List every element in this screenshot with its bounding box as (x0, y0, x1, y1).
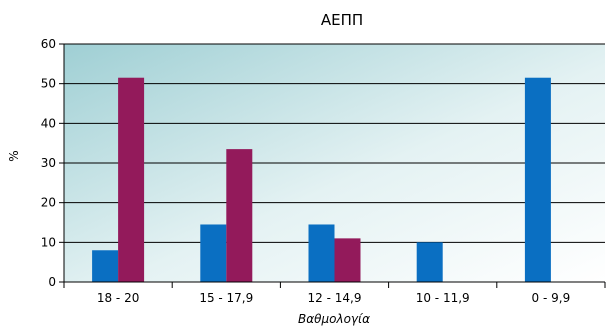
y-axis-label: % (7, 150, 21, 161)
y-tick-label: 60 (41, 37, 56, 51)
bar-series-1-1 (200, 224, 227, 282)
x-tick-label: 10 - 11,9 (416, 291, 470, 305)
bar-series-2-1 (226, 149, 253, 282)
y-tick-label: 40 (41, 116, 56, 130)
bar-series-2-0 (118, 77, 145, 282)
chart-title: ΑΕΠΠ (321, 11, 363, 29)
y-tick-label: 0 (48, 275, 56, 289)
bars (92, 77, 551, 282)
y-tick-label: 50 (41, 77, 56, 91)
y-tick-label: 30 (41, 156, 56, 170)
x-tick-label: 12 - 14,9 (308, 291, 362, 305)
y-tick-label: 20 (41, 196, 56, 210)
y-tick-label: 10 (41, 235, 56, 249)
y-axis-ticks: 0 10 20 30 40 50 60 (41, 37, 64, 289)
bar-series-2-2 (334, 238, 361, 282)
bar-series-1-0 (92, 250, 119, 282)
bar-series-1-2 (308, 224, 335, 282)
gridlines (64, 43, 605, 243)
x-axis-label: Βαθμολογία (298, 312, 370, 326)
bar-series-1-3 (416, 242, 443, 282)
bar-series-1-4 (524, 77, 551, 282)
x-tick-label: 15 - 17,9 (199, 291, 253, 305)
x-tick-label: 18 - 20 (97, 291, 140, 305)
x-axis-ticks: 18 - 20 15 - 17,9 12 - 14,9 10 - 11,9 0 - 9,… (63, 282, 606, 305)
x-tick-label: 0 - 9,9 (532, 291, 571, 305)
